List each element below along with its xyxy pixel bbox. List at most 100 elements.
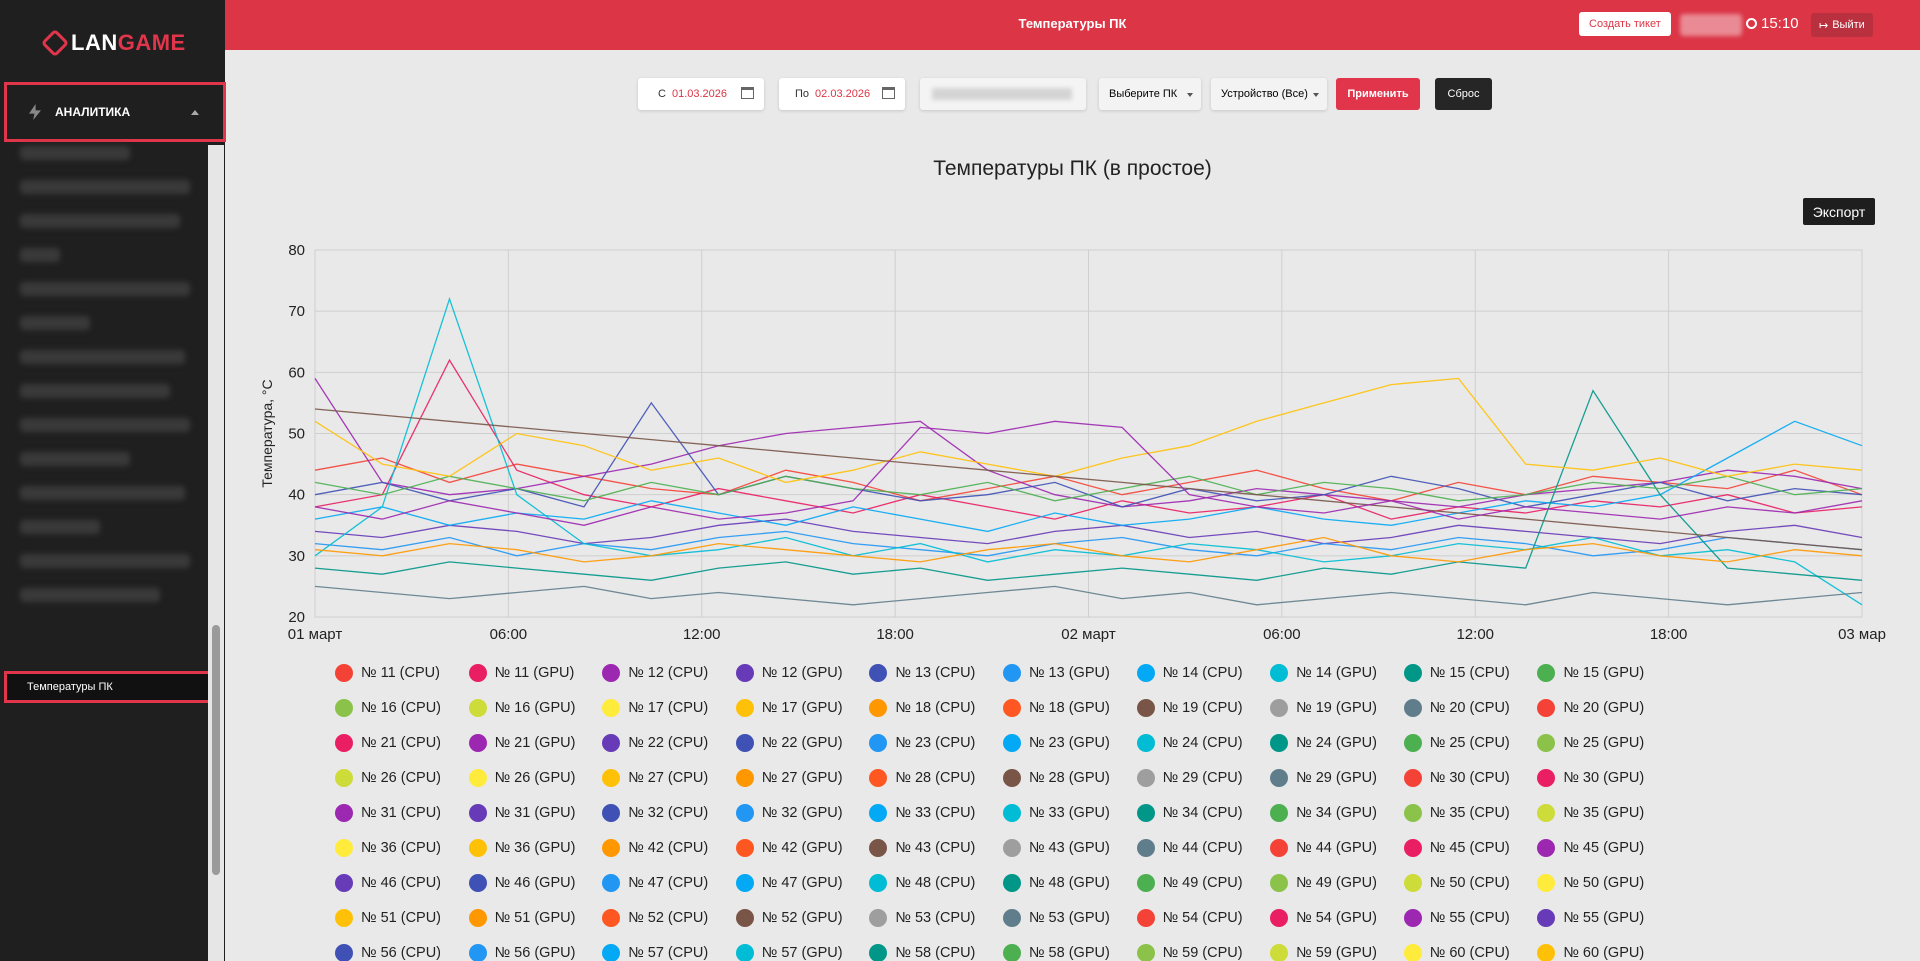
legend-item[interactable]: № 43 (GPU) — [1002, 830, 1137, 865]
scrollbar-thumb[interactable] — [212, 625, 220, 875]
export-button[interactable]: Экспорт — [1803, 198, 1875, 225]
legend-item[interactable]: № 47 (GPU) — [735, 865, 870, 900]
calendar-icon[interactable] — [741, 87, 754, 99]
legend-item[interactable]: № 55 (CPU) — [1403, 900, 1538, 935]
legend-item[interactable]: № 28 (CPU) — [869, 760, 1003, 795]
legend-item[interactable]: № 36 (CPU) — [335, 830, 469, 865]
legend-item[interactable]: № 36 (GPU) — [468, 830, 603, 865]
legend-item[interactable]: № 23 (GPU) — [1002, 725, 1137, 760]
legend-item[interactable]: № 20 (CPU) — [1403, 690, 1538, 725]
langame-logo[interactable]: LANGAME — [40, 28, 186, 58]
legend-item[interactable]: № 57 (GPU) — [735, 935, 870, 961]
legend-item[interactable]: № 15 (CPU) — [1403, 655, 1538, 690]
legend-item[interactable]: № 14 (GPU) — [1270, 655, 1404, 690]
legend-item[interactable]: № 60 (GPU) — [1537, 935, 1671, 961]
legend-item[interactable]: № 54 (GPU) — [1270, 900, 1404, 935]
sidebar-item-pc-temperatures[interactable]: Температуры ПК — [4, 671, 212, 703]
legend-item[interactable]: № 32 (CPU) — [602, 795, 736, 830]
sidebar-item-analytics[interactable]: АНАЛИТИКА — [4, 82, 226, 142]
legend-item[interactable]: № 52 (CPU) — [602, 900, 736, 935]
date-to-input[interactable]: По 02.03.2026 — [779, 78, 905, 110]
legend-item[interactable]: № 46 (CPU) — [335, 865, 469, 900]
legend-item[interactable]: № 13 (GPU) — [1002, 655, 1137, 690]
legend-item[interactable]: № 21 (GPU) — [468, 725, 603, 760]
reset-button[interactable]: Сброс — [1435, 78, 1492, 110]
legend-item[interactable]: № 55 (GPU) — [1537, 900, 1671, 935]
legend-item[interactable]: № 50 (CPU) — [1403, 865, 1538, 900]
legend-item[interactable]: № 27 (CPU) — [602, 760, 736, 795]
legend-item[interactable]: № 26 (CPU) — [335, 760, 469, 795]
legend-item[interactable]: № 49 (GPU) — [1270, 865, 1404, 900]
legend-item[interactable]: № 47 (CPU) — [602, 865, 736, 900]
legend-item[interactable]: № 44 (CPU) — [1136, 830, 1271, 865]
legend-item[interactable]: № 13 (CPU) — [869, 655, 1003, 690]
legend-item[interactable]: № 45 (CPU) — [1403, 830, 1538, 865]
legend-item[interactable]: № 56 (CPU) — [335, 935, 469, 961]
legend-item[interactable]: № 42 (CPU) — [602, 830, 736, 865]
legend-item[interactable]: № 58 (CPU) — [869, 935, 1003, 961]
legend-item[interactable]: № 27 (GPU) — [735, 760, 870, 795]
legend-item[interactable]: № 34 (CPU) — [1136, 795, 1271, 830]
legend-item[interactable]: № 33 (GPU) — [1002, 795, 1137, 830]
legend-item[interactable]: № 59 (GPU) — [1270, 935, 1404, 961]
legend-item[interactable]: № 32 (GPU) — [735, 795, 870, 830]
legend-item[interactable]: № 45 (GPU) — [1537, 830, 1671, 865]
legend-item[interactable]: № 20 (GPU) — [1537, 690, 1671, 725]
legend-item[interactable]: № 44 (GPU) — [1270, 830, 1404, 865]
legend-item[interactable]: № 42 (GPU) — [735, 830, 870, 865]
legend-item[interactable]: № 23 (CPU) — [869, 725, 1003, 760]
legend-item[interactable]: № 11 (GPU) — [468, 655, 603, 690]
legend-item[interactable]: № 14 (CPU) — [1136, 655, 1271, 690]
legend-item[interactable]: № 25 (CPU) — [1403, 725, 1538, 760]
legend-item[interactable]: № 30 (GPU) — [1537, 760, 1671, 795]
legend-item[interactable]: № 12 (GPU) — [735, 655, 870, 690]
legend-item[interactable]: № 26 (GPU) — [468, 760, 603, 795]
legend-item[interactable]: № 17 (CPU) — [602, 690, 736, 725]
legend-item[interactable]: № 50 (GPU) — [1537, 865, 1671, 900]
legend-item[interactable]: № 52 (GPU) — [735, 900, 870, 935]
legend-item[interactable]: № 15 (GPU) — [1537, 655, 1671, 690]
legend-item[interactable]: № 18 (CPU) — [869, 690, 1003, 725]
legend-item[interactable]: № 51 (CPU) — [335, 900, 469, 935]
legend-item[interactable]: № 19 (CPU) — [1136, 690, 1271, 725]
sidebar-scrollbar[interactable] — [208, 145, 224, 961]
legend-item[interactable]: № 53 (GPU) — [1002, 900, 1137, 935]
legend-item[interactable]: № 60 (CPU) — [1403, 935, 1538, 961]
legend-item[interactable]: № 16 (CPU) — [335, 690, 469, 725]
legend-item[interactable]: № 33 (CPU) — [869, 795, 1003, 830]
legend-item[interactable]: № 48 (GPU) — [1002, 865, 1137, 900]
create-ticket-button[interactable]: Создать тикет — [1579, 12, 1671, 36]
device-select[interactable]: Устройство (Все) — [1211, 78, 1327, 110]
date-from-input[interactable]: С 01.03.2026 — [638, 78, 764, 110]
legend-item[interactable]: № 31 (CPU) — [335, 795, 469, 830]
legend-item[interactable]: № 30 (CPU) — [1403, 760, 1538, 795]
legend-item[interactable]: № 29 (GPU) — [1270, 760, 1404, 795]
legend-item[interactable]: № 48 (CPU) — [869, 865, 1003, 900]
legend-item[interactable]: № 49 (CPU) — [1136, 865, 1271, 900]
legend-item[interactable]: № 24 (CPU) — [1136, 725, 1271, 760]
legend-item[interactable]: № 29 (CPU) — [1136, 760, 1271, 795]
calendar-icon[interactable] — [882, 87, 895, 99]
legend-item[interactable]: № 21 (CPU) — [335, 725, 469, 760]
logout-button[interactable]: ↦ Выйти — [1811, 13, 1873, 37]
legend-item[interactable]: № 19 (GPU) — [1270, 690, 1404, 725]
legend-item[interactable]: № 18 (GPU) — [1002, 690, 1137, 725]
legend-item[interactable]: № 12 (CPU) — [602, 655, 736, 690]
legend-item[interactable]: № 11 (CPU) — [335, 655, 469, 690]
legend-item[interactable]: № 16 (GPU) — [468, 690, 603, 725]
legend-item[interactable]: № 51 (GPU) — [468, 900, 603, 935]
legend-item[interactable]: № 25 (GPU) — [1537, 725, 1671, 760]
legend-item[interactable]: № 22 (GPU) — [735, 725, 870, 760]
legend-item[interactable]: № 58 (GPU) — [1002, 935, 1137, 961]
legend-item[interactable]: № 34 (GPU) — [1270, 795, 1404, 830]
legend-item[interactable]: № 35 (GPU) — [1537, 795, 1671, 830]
legend-item[interactable]: № 56 (GPU) — [468, 935, 603, 961]
legend-item[interactable]: № 28 (GPU) — [1002, 760, 1137, 795]
legend-item[interactable]: № 31 (GPU) — [468, 795, 603, 830]
legend-item[interactable]: № 46 (GPU) — [468, 865, 603, 900]
pc-select[interactable]: Выберите ПК — [1099, 78, 1201, 110]
legend-item[interactable]: № 54 (CPU) — [1136, 900, 1271, 935]
legend-item[interactable]: № 43 (CPU) — [869, 830, 1003, 865]
legend-item[interactable]: № 57 (CPU) — [602, 935, 736, 961]
legend-item[interactable]: № 17 (GPU) — [735, 690, 870, 725]
